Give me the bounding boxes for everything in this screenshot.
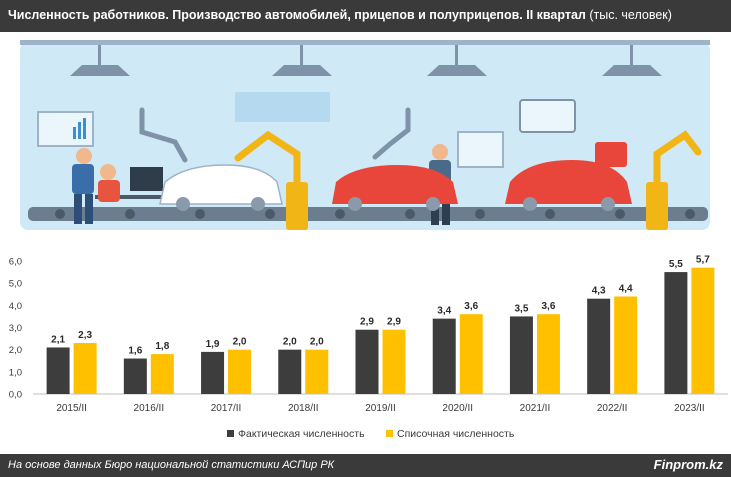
data-label: 5,5 [669,259,683,270]
legend-label-actual: Фактическая численность [238,428,365,440]
x-tick-label: 2023/II [674,403,705,414]
data-label: 5,7 [696,255,710,266]
y-tick-label: 1,0 [9,367,22,378]
bar-payroll [73,343,97,394]
data-label: 1,6 [128,346,142,357]
brand-logo: Finprom.kz [653,457,723,472]
bar-payroll [382,329,406,394]
bar-payroll [536,314,560,394]
bar-actual [355,329,379,394]
y-tick-label: 4,0 [9,301,22,312]
bar-actual [509,316,533,394]
data-label: 2,9 [387,317,401,328]
bar-actual [278,349,302,394]
x-tick-label: 2019/II [365,403,396,414]
legend-swatch-actual [227,430,234,437]
legend-label-payroll: Списочная численность [397,428,515,440]
bar-payroll [305,349,329,394]
y-axis: 0,0 1,0 2,0 3,0 4,0 5,0 6,0 [9,257,728,401]
data-label: 1,8 [155,341,169,352]
bar-chart: 0,0 1,0 2,0 3,0 4,0 5,0 6,0 2,1 2,3 1,6 1,8 1,9 2,0… [9,255,728,440]
data-label: 1,9 [206,339,220,350]
data-label: 3,4 [437,306,451,317]
bars: 2,1 2,3 1,6 1,8 1,9 2,0 2,0 2,0 2,9 2,9 3,4 3,6 3,5 3… [46,255,715,394]
bar-payroll [228,349,252,394]
bar-payroll [691,267,715,394]
data-label: 2,0 [233,337,247,348]
factory-illustration [0,32,731,240]
data-label: 2,9 [360,317,374,328]
chart-title-unit: (тыс. человек) [589,8,672,22]
y-tick-label: 3,0 [9,323,22,334]
x-tick-label: 2017/II [211,403,242,414]
bar-actual [587,298,611,394]
legend-swatch-payroll [386,430,393,437]
bar-payroll [459,314,483,394]
y-tick-label: 5,0 [9,279,22,290]
bar-actual [123,358,147,394]
data-label: 4,4 [619,283,633,294]
chart-title-main: Численность работников. Производство авт… [8,8,586,22]
bar-payroll [614,296,638,394]
bar-actual [664,272,688,394]
bar-actual [201,351,225,394]
x-tick-label: 2021/II [520,403,551,414]
bar-payroll [150,354,174,394]
y-tick-label: 0,0 [9,390,22,401]
data-label: 3,6 [541,301,555,312]
data-label: 2,1 [51,334,65,345]
data-label: 2,0 [283,337,297,348]
y-tick-label: 2,0 [9,345,22,356]
legend: Фактическая численность Списочная числен… [227,428,515,440]
x-tick-label: 2020/II [442,403,473,414]
data-label: 2,3 [78,330,92,341]
source-note: На основе данных Бюро национальной стати… [8,459,335,471]
bar-actual [432,318,456,394]
data-label: 4,3 [592,286,606,297]
x-tick-label: 2015/II [56,403,87,414]
x-tick-label: 2022/II [597,403,628,414]
x-tick-label: 2016/II [134,403,165,414]
y-tick-label: 6,0 [9,257,22,268]
footer: На основе данных Бюро национальной стати… [0,454,731,477]
x-tick-label: 2018/II [288,403,319,414]
data-label: 3,6 [464,301,478,312]
chart-title: Численность работников. Производство авт… [0,0,731,32]
x-axis: 2015/II 2016/II 2017/II 2018/II 2019/II 2020/… [56,403,704,414]
data-label: 3,5 [514,303,528,314]
bar-actual [46,347,70,394]
data-label: 2,0 [310,337,324,348]
